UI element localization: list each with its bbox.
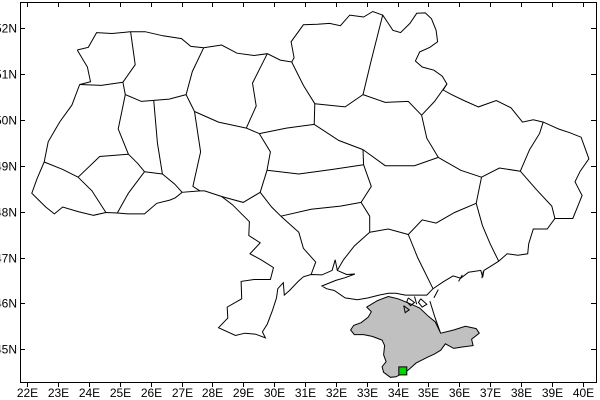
x-tick-label: 23E [48, 386, 69, 400]
crimea-region-shape [349, 296, 480, 378]
x-tick-label: 25E [110, 386, 131, 400]
oblast-border-line [192, 111, 202, 192]
oblast-border-line [221, 191, 261, 203]
x-tick-label: 38E [511, 386, 532, 400]
oblast-border-line [360, 164, 372, 203]
oblast-border-line [407, 234, 434, 289]
oblast-border-line [117, 94, 129, 155]
oblast-border-line [144, 171, 163, 175]
oblast-border-line [421, 115, 439, 158]
oblast-border-line [122, 31, 136, 83]
oblast-border-line [519, 170, 556, 219]
oblast-border-line [125, 94, 187, 102]
x-tick-label: 31E [295, 386, 316, 400]
x-tick-label: 24E [79, 386, 100, 400]
x-tick-label: 33E [357, 386, 378, 400]
y-tick-label: 51N [0, 68, 17, 82]
sivash-islet-shape [403, 305, 411, 314]
oblast-border-line [360, 202, 371, 233]
oblast-border-line [122, 82, 126, 95]
oblast-border-line [362, 149, 365, 165]
azov-spit-line [433, 289, 439, 299]
oblast-border-line [336, 231, 371, 271]
oblast-border-line [79, 81, 123, 86]
oblast-border-line [519, 121, 544, 172]
x-tick-label: 40E [573, 386, 594, 400]
oblast-border-line [475, 177, 482, 204]
azov-spit-line [481, 271, 484, 279]
arabat-spit-line [429, 300, 441, 333]
y-tick-label: 47N [0, 252, 17, 266]
oblast-border-line [258, 133, 271, 171]
oblast-border-line [314, 94, 364, 108]
oblast-border-line [259, 191, 282, 217]
y-tick-label: 48N [0, 206, 17, 220]
oblast-border-line [438, 156, 482, 178]
y-tick-label: 49N [0, 160, 17, 174]
oblast-border-line [77, 153, 129, 178]
oblast-border-line [280, 201, 362, 217]
oblast-border-line [291, 61, 316, 104]
x-tick-label: 22E [17, 386, 38, 400]
oblast-border-line [362, 14, 384, 95]
sivash-islet-shape [417, 298, 428, 308]
y-tick-label: 52N [0, 22, 17, 36]
oblast-border-line [313, 103, 316, 125]
oblast-border-line [266, 164, 364, 175]
azov-spit-line [458, 274, 463, 282]
oblast-border-line [245, 53, 268, 129]
oblast-border-line [362, 94, 422, 116]
oblast-border-line [77, 176, 107, 213]
x-tick-label: 27E [172, 386, 193, 400]
y-tick-label: 45N [0, 343, 17, 357]
oblast-border-line [185, 94, 195, 112]
axes-frame [20, 2, 597, 383]
sivash-islet-shape [406, 297, 416, 307]
oblast-border-line [259, 123, 315, 135]
station-marker [398, 366, 408, 376]
oblast-border-line [259, 170, 268, 193]
x-tick-label: 32E [326, 386, 347, 400]
oblast-border-line [280, 215, 317, 275]
x-tick-label: 37E [480, 386, 501, 400]
oblast-border-line [116, 171, 145, 214]
ukraine-border-outline [31, 10, 590, 339]
oblast-border-line [194, 111, 247, 129]
oblast-border-line [313, 123, 364, 151]
oblast-border-line [421, 83, 448, 116]
x-tick-label: 26E [141, 386, 162, 400]
oblast-border-line [153, 100, 163, 175]
x-tick-label: 34E [388, 386, 409, 400]
x-tick-label: 39E [542, 386, 563, 400]
oblast-border-line [369, 228, 409, 235]
y-tick-label: 50N [0, 114, 17, 128]
oblast-border-line [162, 173, 183, 193]
x-tick-label: 29E [233, 386, 254, 400]
x-tick-label: 30E [264, 386, 285, 400]
oblast-border-line [362, 149, 439, 167]
oblast-border-line [481, 167, 521, 178]
sivash-islet-shape [414, 296, 418, 305]
x-tick-label: 36E [449, 386, 470, 400]
oblast-border-line [246, 127, 260, 135]
oblast-border-line [407, 202, 477, 235]
oblast-border-line [44, 161, 79, 178]
y-tick-label: 46N [0, 297, 17, 311]
oblast-border-line [475, 203, 500, 262]
x-tick-label: 28E [202, 386, 223, 400]
oblast-border-line [128, 153, 145, 173]
oblast-border-line [185, 47, 205, 95]
x-tick-label: 35E [418, 386, 439, 400]
